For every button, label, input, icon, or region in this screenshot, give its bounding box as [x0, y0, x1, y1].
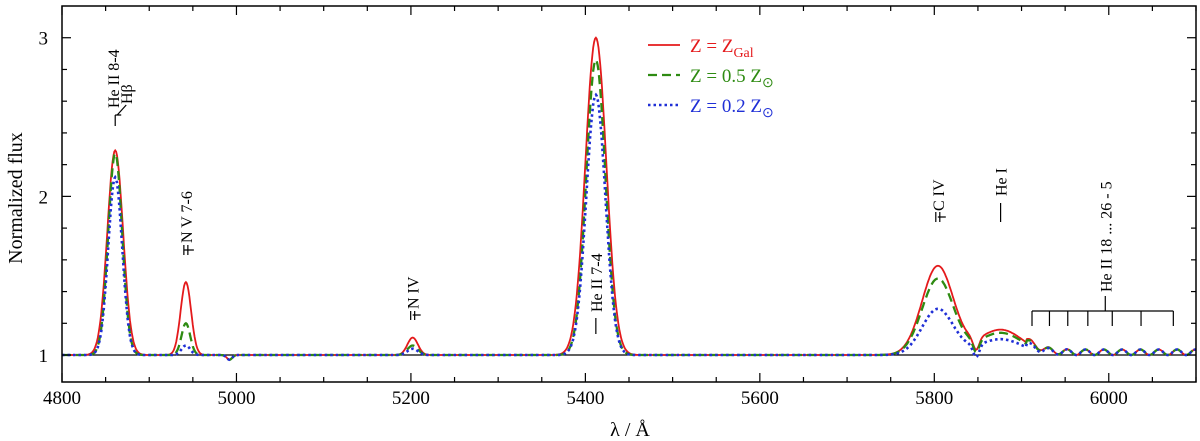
y-axis-label: Normalized flux — [5, 132, 27, 264]
annotation-marker — [410, 311, 421, 320]
y-tick-label: 1 — [39, 346, 49, 367]
y-tick-label: 3 — [39, 29, 49, 50]
annotation-label: N IV — [406, 276, 423, 309]
x-tick-label: 5000 — [217, 388, 255, 409]
annotation-marker — [114, 104, 127, 126]
x-tick-label: 4800 — [43, 388, 81, 409]
annotation-label: He II 8-4 — [106, 49, 123, 108]
legend-label-3: Z = 0.2 Z⊙ — [690, 96, 774, 121]
annotation-label: He II 18 ... 26 - 5 — [1098, 181, 1115, 292]
annotation-label: C IV — [931, 179, 948, 211]
x-tick-label: 6000 — [1090, 388, 1128, 409]
x-axis-label: λ / Å — [610, 419, 650, 441]
legend-label-1: Z = ZGal — [690, 36, 754, 61]
x-tick-label: 5400 — [566, 388, 604, 409]
x-tick-label: 5200 — [392, 388, 430, 409]
annotation-layer: He II 8-4Hβ N V 7-6 N IV He II 7-4 C IV He I H… — [106, 49, 1174, 334]
series-line-3 — [62, 92, 1196, 362]
series-line-1 — [62, 36, 1196, 361]
annotation-label: Hβ — [119, 84, 136, 104]
legend-label-2: Z = 0.5 Z⊙ — [690, 66, 774, 91]
legend: Z = ZGal Z = 0.5 Z⊙ Z = 0.2 Z⊙ — [648, 36, 774, 121]
x-tick-label: 5600 — [741, 388, 779, 409]
x-tick-label: 5800 — [915, 388, 953, 409]
annotation-marker — [935, 212, 946, 222]
axes-layer: 4800 5000 5200 5400 5600 5800 6000 1 2 3 — [39, 5, 1197, 409]
plot-area — [62, 36, 1196, 362]
y-tick-label: 2 — [39, 187, 49, 208]
annotation-label: He II 7-4 — [589, 253, 606, 312]
annotation-label: He I — [994, 168, 1011, 196]
annotation-marker — [183, 245, 194, 255]
annotation-label: N V 7-6 — [179, 191, 196, 243]
